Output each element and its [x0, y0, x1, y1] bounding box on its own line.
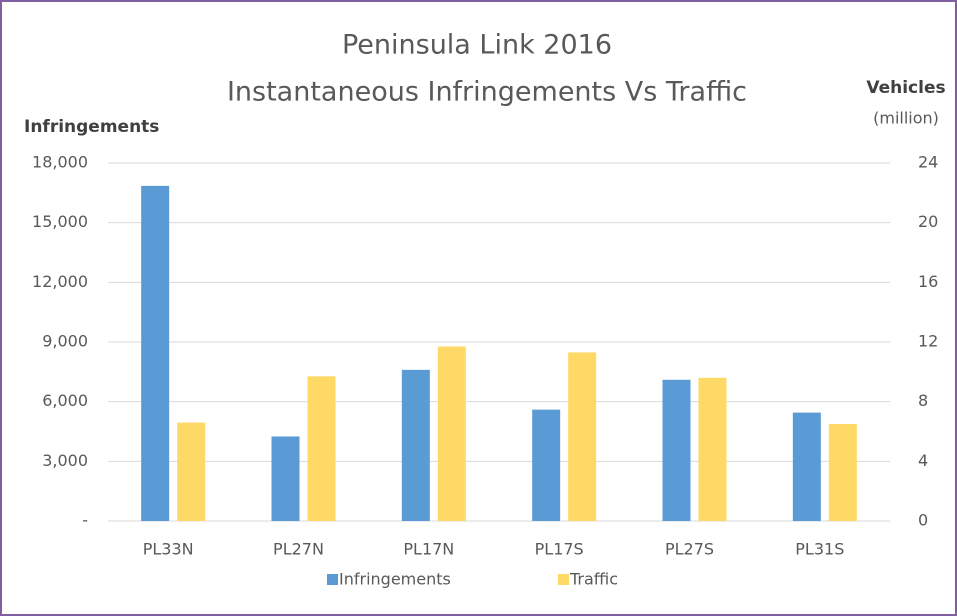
- legend-label: Traffic: [569, 570, 618, 589]
- y-tick-label: 3,000: [42, 451, 88, 470]
- bar: [307, 376, 336, 521]
- y-tick-label: 12,000: [32, 272, 88, 291]
- x-tick-label: PL33N: [143, 540, 194, 559]
- y2-axis-unit: (million): [873, 109, 939, 128]
- bar: [401, 369, 430, 521]
- bar: [662, 379, 691, 521]
- bar: [698, 377, 727, 521]
- y-tick-label: 15,000: [32, 212, 88, 231]
- y-tick-label: 18,000: [32, 153, 88, 172]
- x-tick-label: PL31S: [795, 540, 844, 559]
- bar: [141, 185, 170, 521]
- y-tick-label: 9,000: [42, 332, 88, 351]
- chart-subtitle: Instantaneous Infringements Vs Traffic: [227, 77, 747, 108]
- x-tick-label: PL27N: [273, 540, 324, 559]
- y2-tick-label: 24: [918, 153, 938, 172]
- bar: [568, 352, 597, 521]
- y2-tick-label: 8: [918, 391, 928, 410]
- y2-tick-label: 12: [918, 332, 938, 351]
- legend-swatch: [558, 574, 569, 585]
- y-axis-title: Infringements: [24, 117, 159, 137]
- bar: [271, 436, 300, 521]
- bar: [437, 346, 466, 521]
- x-tick-label: PL17N: [403, 540, 454, 559]
- bar: [532, 409, 561, 521]
- y2-tick-label: 4: [918, 451, 928, 470]
- y2-tick-label: 0: [918, 511, 928, 530]
- legend-label: Infringements: [339, 570, 451, 589]
- bar: [792, 412, 821, 521]
- legend-swatch: [327, 574, 338, 585]
- x-tick-label: PL27S: [665, 540, 714, 559]
- chart-title: Peninsula Link 2016: [342, 30, 612, 61]
- y2-tick-label: 20: [918, 212, 938, 231]
- y-tick-label: 6,000: [42, 391, 88, 410]
- y2-axis-title: Vehicles: [866, 78, 945, 98]
- y-tick-label: -: [82, 511, 88, 530]
- bar: [177, 422, 206, 521]
- y2-tick-label: 16: [918, 272, 938, 291]
- bar: [828, 424, 857, 521]
- x-tick-label: PL17S: [535, 540, 584, 559]
